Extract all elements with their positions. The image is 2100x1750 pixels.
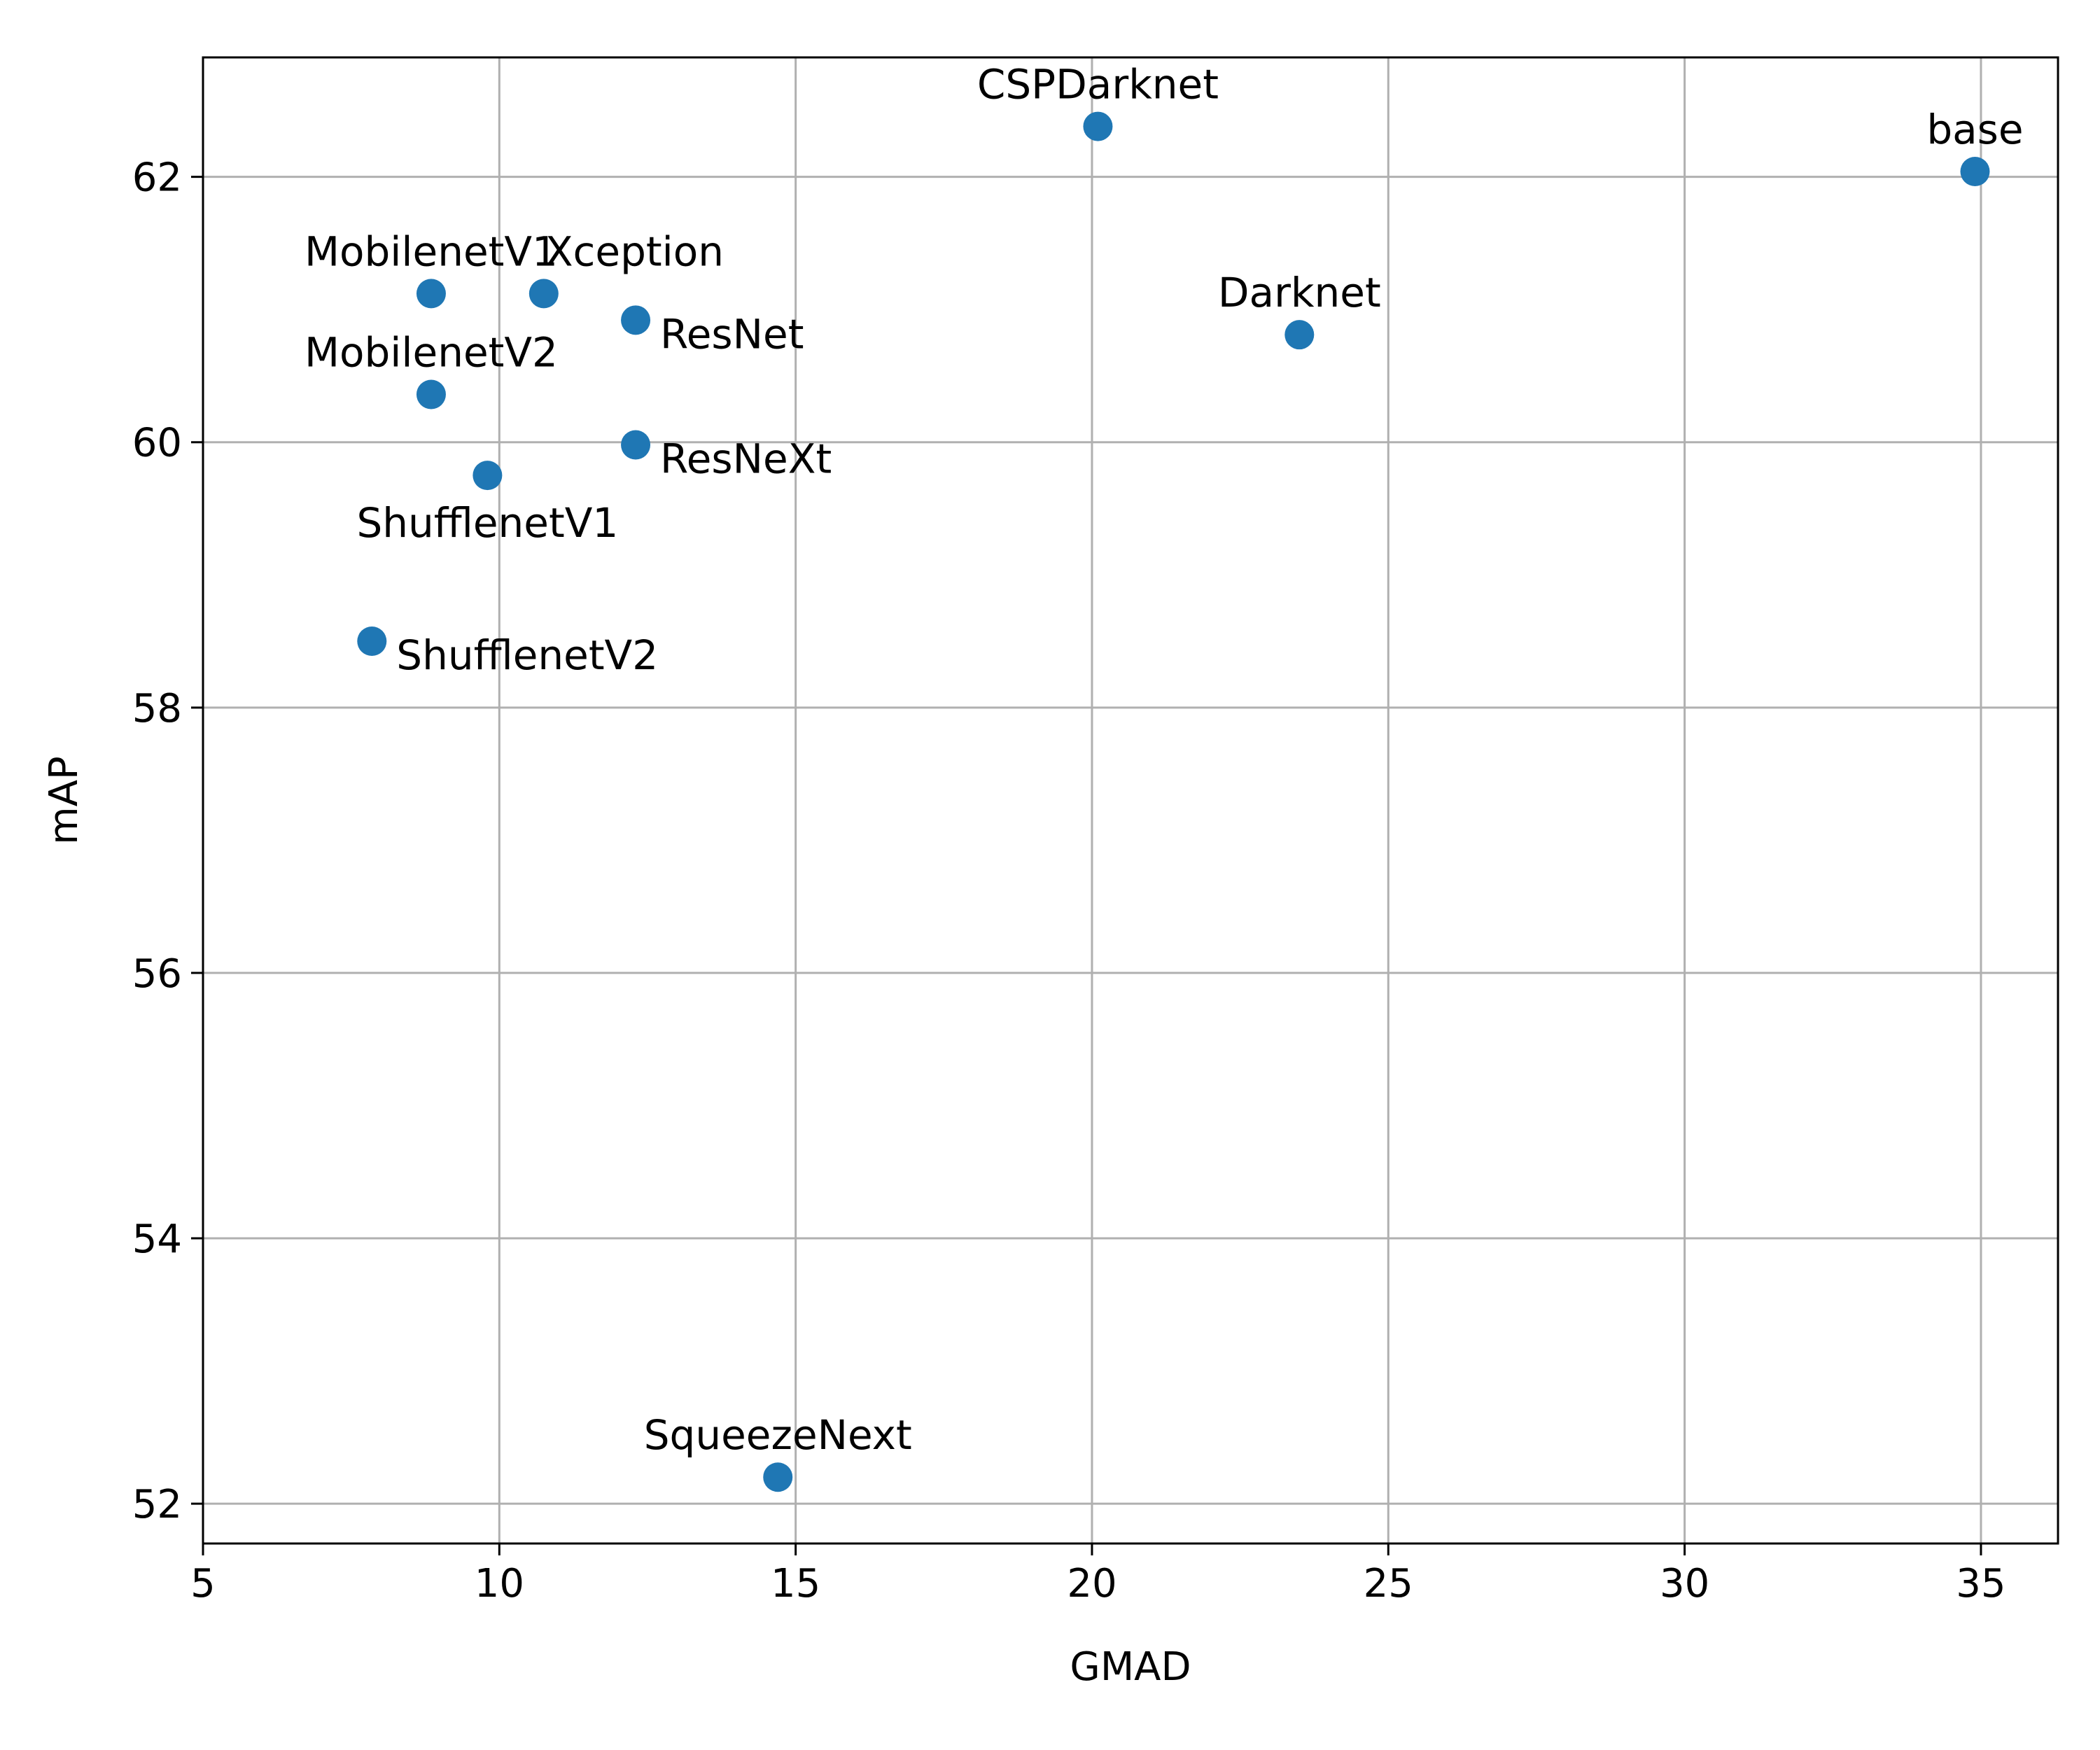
plot-frame: [202, 56, 2059, 1545]
data-point: [416, 279, 446, 309]
data-point: [357, 626, 387, 657]
axis-ticks: 5 10 15 20 25 30 35 52 54 56 58 60 62: [132, 155, 2006, 1606]
data-point: [763, 1462, 793, 1492]
data-point: [528, 279, 559, 309]
grid-lines: [202, 57, 2058, 1544]
point-label: SqueezeNext: [644, 1411, 912, 1459]
point-label: Darknet: [1218, 269, 1381, 316]
x-tick-label: 35: [1956, 1561, 2005, 1606]
data-point: [621, 430, 651, 460]
point-label: Xception: [545, 227, 724, 275]
data-point: [1284, 320, 1315, 350]
point-label: CSPDarknet: [977, 61, 1219, 108]
y-tick-label: 58: [132, 686, 182, 732]
point-label: MobilenetV1: [304, 227, 558, 275]
y-tick-label: 54: [132, 1217, 182, 1262]
x-tick-label: 10: [475, 1561, 524, 1606]
point-label: ResNet: [660, 310, 804, 358]
x-tick-label: 30: [1660, 1561, 1709, 1606]
data-point: [1083, 111, 1113, 141]
x-tick-label: 20: [1067, 1561, 1116, 1606]
x-tick-label: 25: [1364, 1561, 1413, 1606]
y-tick-label: 60: [132, 421, 182, 466]
y-tick-label: 62: [132, 155, 182, 201]
y-tick-label: 52: [132, 1482, 182, 1527]
point-label: ShufflenetV2: [396, 631, 658, 679]
data-point: [472, 461, 503, 491]
x-axis-label: GMAD: [1070, 1644, 1191, 1690]
x-tick-label: 15: [771, 1561, 820, 1606]
point-label: base: [1926, 106, 2023, 153]
point-label: MobilenetV2: [304, 328, 558, 376]
point-label: ShufflenetV1: [356, 499, 618, 547]
data-points: [357, 111, 1990, 1492]
data-point: [416, 379, 446, 410]
point-label: ResNeXt: [660, 435, 832, 482]
data-point: [621, 305, 651, 335]
data-point: [1960, 157, 1990, 187]
x-tick-label: 5: [190, 1561, 216, 1606]
y-tick-label: 56: [132, 951, 182, 997]
y-axis-label: mAP: [41, 756, 87, 845]
